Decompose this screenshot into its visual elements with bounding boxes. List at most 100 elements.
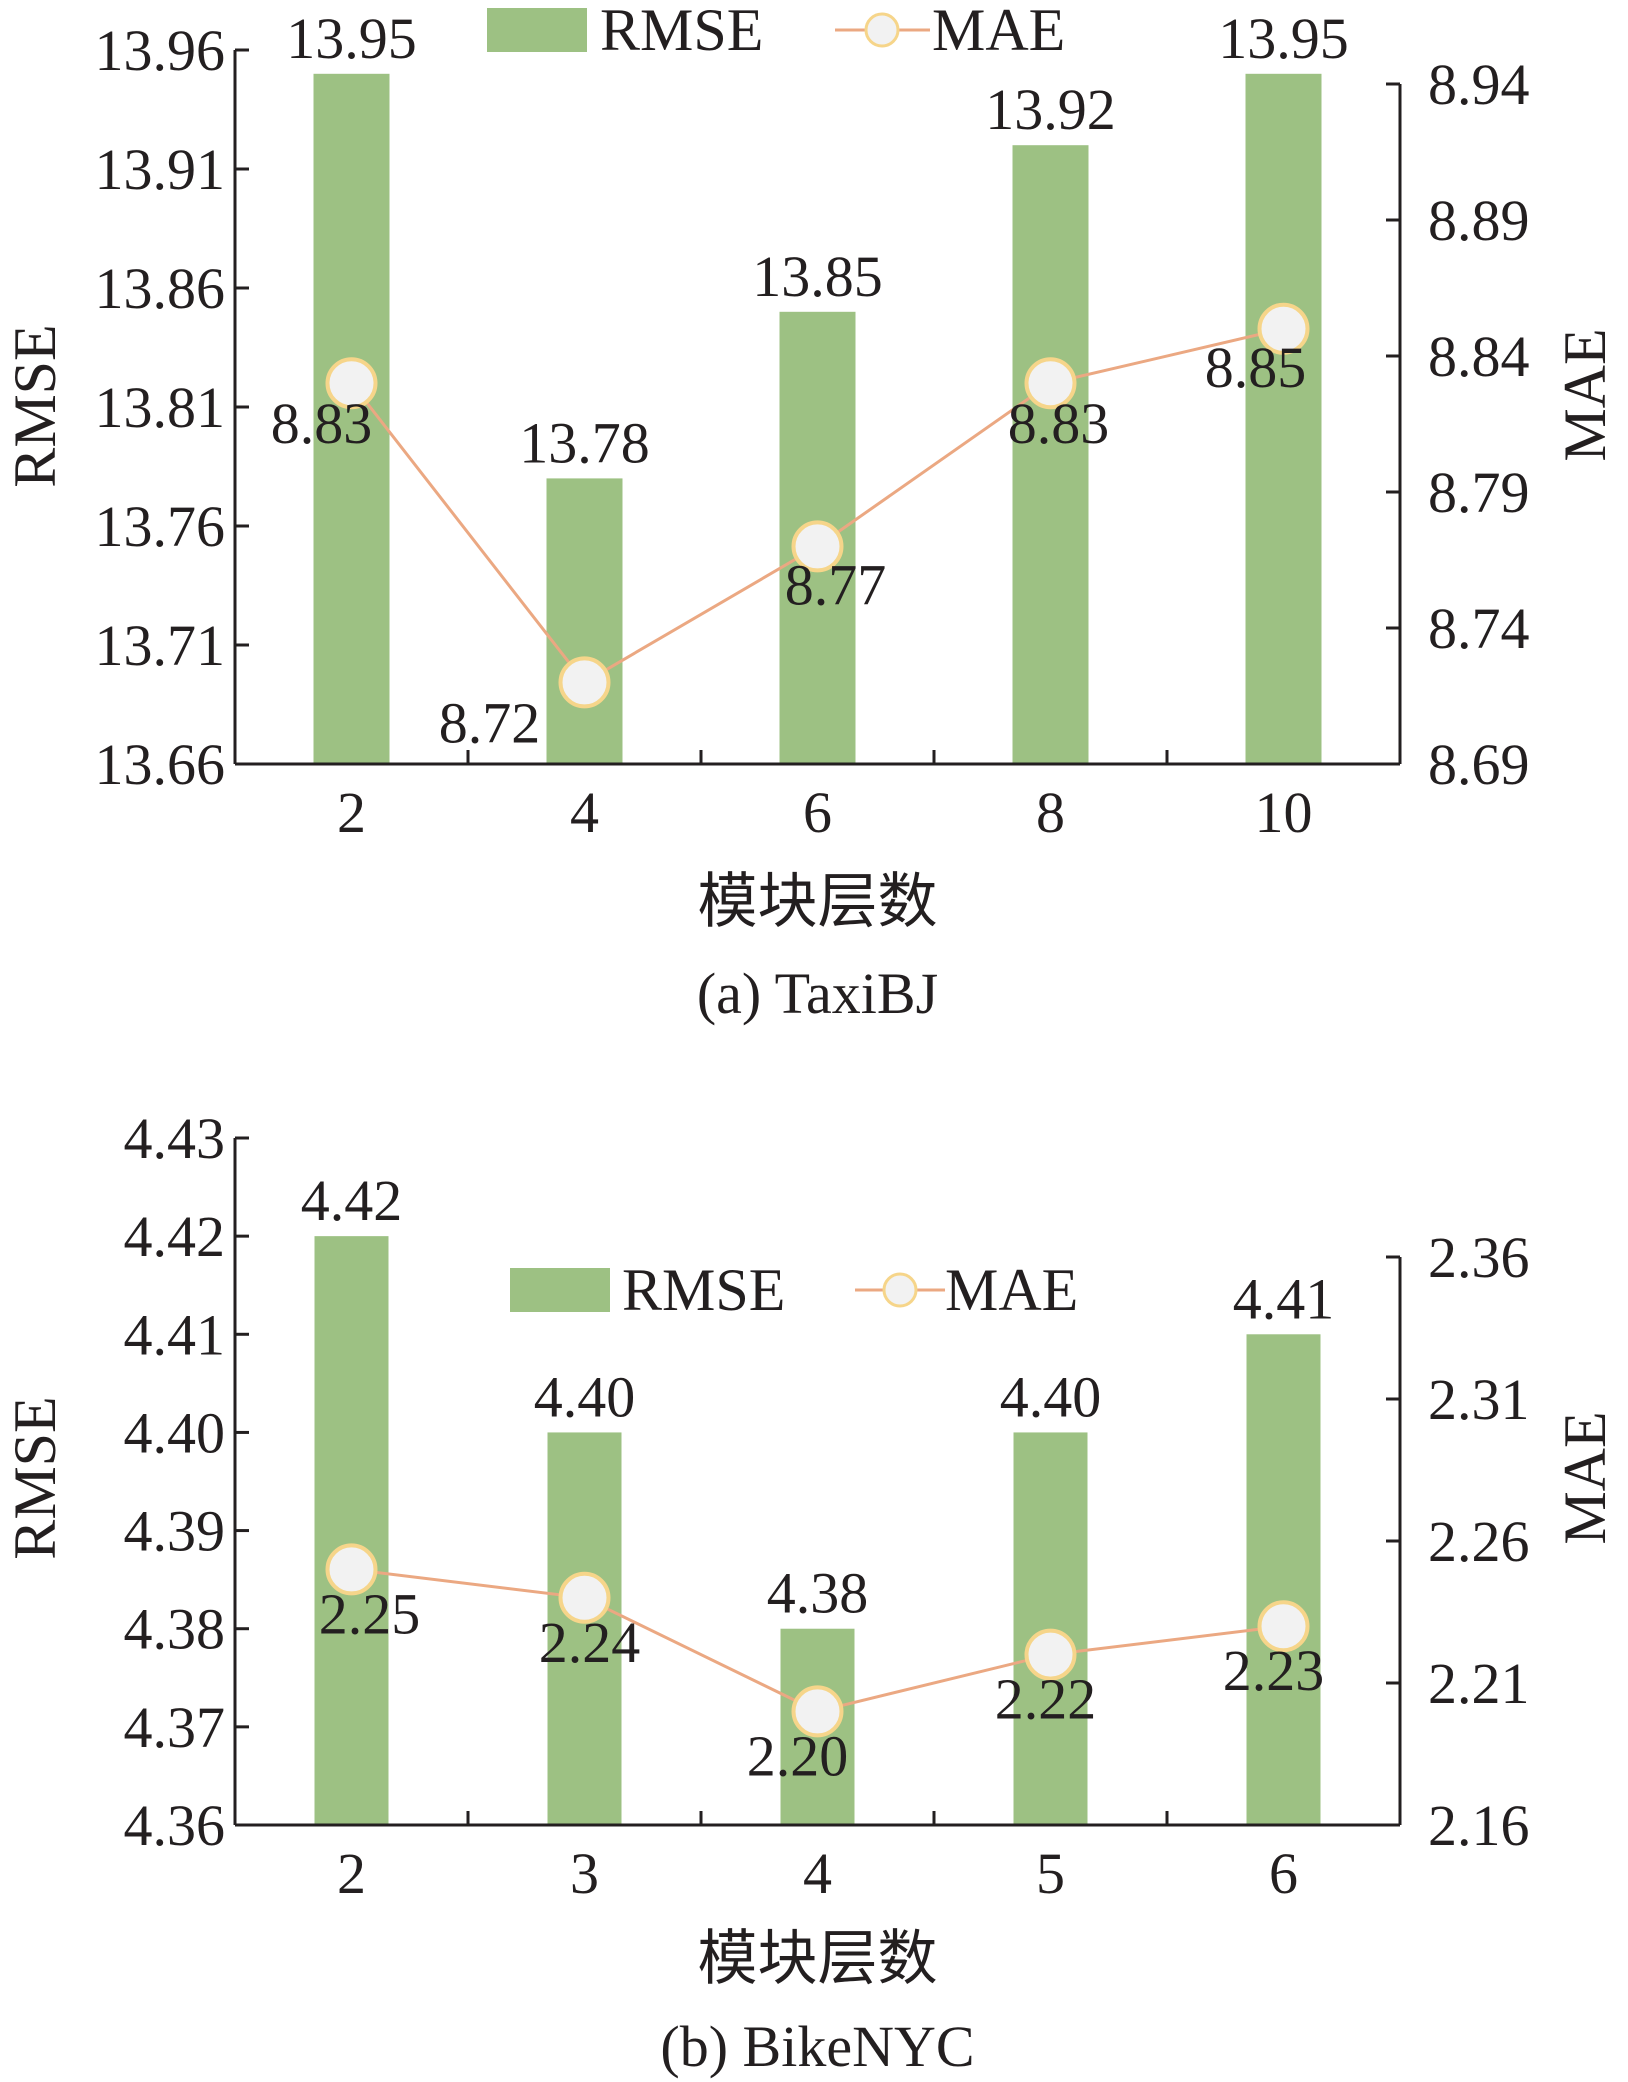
x-tick-label: 2 <box>337 1841 366 1906</box>
mae-marker <box>1024 357 1077 410</box>
rmse-value-label: 13.78 <box>519 410 650 475</box>
rmse-value-label: 13.95 <box>286 6 417 71</box>
x-tick-label: 6 <box>1269 1841 1298 1906</box>
chart-a: 13.95 13.78 13.85 13.92 13.95 8.83 8.72 8.77 8.8… <box>2 0 1618 1026</box>
legend-bar-swatch <box>510 1268 610 1312</box>
y-tick-label: 4.42 <box>124 1204 226 1269</box>
mae-value-label: 2.22 <box>995 1667 1097 1732</box>
x-axis-label: 模块层数 <box>698 1926 938 1992</box>
mae-marker <box>325 1543 378 1596</box>
y2-tick-label: 8.89 <box>1428 188 1530 253</box>
mae-marker <box>791 520 844 573</box>
y-tick-label: 13.91 <box>95 137 226 202</box>
caption: (b) BikeNYC <box>660 2014 974 2079</box>
y-tick-label: 13.81 <box>95 375 226 440</box>
y-tick-label: 4.38 <box>124 1597 226 1662</box>
y2-tick-label: 2.21 <box>1428 1651 1530 1716</box>
legend-marker-icon <box>882 1272 918 1308</box>
x-tick-label: 6 <box>803 780 832 845</box>
y-tick-label: 4.36 <box>124 1793 226 1858</box>
rmse-value-label: 4.38 <box>767 1561 869 1626</box>
x-tick-label: 2 <box>337 780 366 845</box>
chart-b: 4.42 4.40 4.38 4.40 4.41 2.25 2.24 2.20 2.22 2.23… <box>2 1106 1618 2079</box>
mae-markers <box>325 1543 1310 1738</box>
mae-marker <box>791 1685 844 1738</box>
mae-value-label: 8.72 <box>439 690 541 755</box>
y-tick-label: 13.71 <box>95 613 226 678</box>
y-tick-label: 4.37 <box>124 1695 226 1760</box>
rmse-value-label: 13.85 <box>752 244 883 309</box>
y2-tick-label: 2.31 <box>1428 1367 1530 1432</box>
rmse-value-label: 13.92 <box>985 77 1116 142</box>
y2-tick-label: 2.16 <box>1428 1793 1530 1858</box>
mae-marker <box>558 1571 611 1624</box>
mae-value-label: 2.20 <box>747 1723 849 1788</box>
x-tick-label: 8 <box>1036 780 1065 845</box>
legend-mae-label: MAE <box>932 0 1065 63</box>
y-tick-label: 4.39 <box>124 1499 226 1564</box>
y-axis-label: RMSE <box>2 324 68 487</box>
y2-tick-label: 8.69 <box>1428 732 1530 797</box>
y2-tick-label: 8.84 <box>1428 324 1530 389</box>
mae-value-label: 2.24 <box>539 1610 641 1675</box>
mae-value-label: 8.83 <box>1008 391 1110 456</box>
mae-value-label: 2.23 <box>1223 1638 1325 1703</box>
rmse-bar <box>546 478 623 764</box>
x-tick-label: 10 <box>1255 780 1313 845</box>
mae-value-label: 8.83 <box>271 391 373 456</box>
mae-marker <box>1257 302 1310 355</box>
y-tick-label: 13.86 <box>95 256 226 321</box>
mae-value-label: 8.85 <box>1205 335 1307 400</box>
legend-rmse-label: RMSE <box>600 0 763 63</box>
rmse-value-label: 4.41 <box>1233 1266 1335 1331</box>
mae-value-label: 8.77 <box>785 552 887 617</box>
y-tick-label: 4.41 <box>124 1302 226 1367</box>
y-tick-label: 13.96 <box>95 18 226 83</box>
y2-axis-label: MAE <box>1552 1411 1618 1544</box>
rmse-value-label: 4.40 <box>534 1364 636 1429</box>
mae-value-label: 2.25 <box>319 1581 421 1646</box>
y-tick-label: 4.43 <box>124 1106 226 1171</box>
rmse-bar <box>314 1236 389 1825</box>
data-labels: 4.42 4.40 4.38 4.40 4.41 2.25 2.24 2.20 2.22 2.23 <box>301 1168 1335 1788</box>
axes: 13.66 13.71 13.76 13.81 13.86 13.91 13.96 8.69 8… <box>95 18 1530 845</box>
rmse-bars <box>313 73 1322 765</box>
rmse-value-label: 4.40 <box>1000 1364 1102 1429</box>
caption: (a) TaxiBJ <box>697 961 938 1026</box>
x-tick-label: 4 <box>570 780 599 845</box>
y2-tick-label: 8.74 <box>1428 596 1530 661</box>
rmse-bar <box>313 73 390 765</box>
y2-tick-label: 8.79 <box>1428 460 1530 525</box>
axes: 4.36 4.37 4.38 4.39 4.40 4.41 4.42 4.43 2.16 2.21… <box>124 1106 1530 1906</box>
x-tick-label: 5 <box>1036 1841 1065 1906</box>
mae-marker <box>325 357 378 410</box>
legend-bar-swatch <box>487 8 587 52</box>
mae-marker <box>1024 1628 1077 1681</box>
rmse-bar <box>1245 73 1322 765</box>
y-axis-label: RMSE <box>2 1396 68 1559</box>
legend-mae-label: MAE <box>945 1257 1078 1323</box>
rmse-bar <box>1012 145 1089 764</box>
x-tick-label: 4 <box>803 1841 832 1906</box>
legend-marker-icon <box>864 12 900 48</box>
mae-markers <box>325 302 1310 709</box>
legend: RMSE MAE <box>510 1257 1078 1323</box>
y2-tick-label: 8.94 <box>1428 52 1530 117</box>
mae-marker <box>1257 1600 1310 1653</box>
rmse-value-label: 4.42 <box>301 1168 403 1233</box>
mae-marker <box>558 656 611 709</box>
legend-rmse-label: RMSE <box>622 1257 785 1323</box>
legend: RMSE MAE <box>487 0 1065 63</box>
y2-axis-label: MAE <box>1552 328 1618 461</box>
rmse-bar <box>1246 1334 1321 1825</box>
data-labels: 13.95 13.78 13.85 13.92 13.95 8.83 8.72 8.77 8.8… <box>271 6 1349 756</box>
rmse-value-label: 13.95 <box>1218 6 1349 71</box>
y2-tick-label: 2.36 <box>1428 1225 1530 1290</box>
y-tick-label: 13.66 <box>95 732 226 797</box>
y-tick-label: 13.76 <box>95 494 226 559</box>
y-tick-label: 4.40 <box>124 1400 226 1465</box>
x-tick-label: 3 <box>570 1841 599 1906</box>
x-axis-label: 模块层数 <box>698 869 938 935</box>
rmse-bar <box>547 1432 622 1825</box>
